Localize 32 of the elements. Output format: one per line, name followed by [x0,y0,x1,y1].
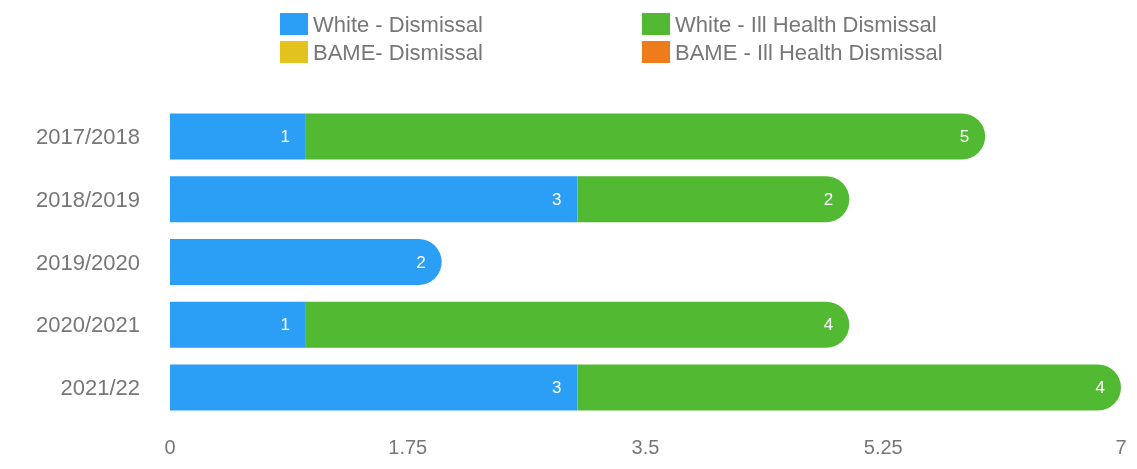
y-tick-label: 2020/2021 [36,312,140,338]
bar [170,364,578,411]
y-tick-label: 2017/2018 [36,123,140,149]
x-tick-label: 7 [1115,436,1127,458]
bar [170,239,442,285]
legend-label: BAME - Ill Health Dismissal [675,39,943,65]
data-label: 4 [1095,378,1105,398]
data-label: 1 [280,315,290,335]
y-tick-label: 2021/22 [60,375,140,401]
bar [577,176,850,223]
y-tick-label: 2018/2019 [36,186,140,212]
bar [305,301,850,348]
y-tick-label: 2019/2020 [36,249,140,275]
legend-label: White - Dismissal [313,11,483,37]
bar [170,301,306,348]
x-tick-label: 5.25 [863,436,903,458]
x-tick-label: 0 [164,436,176,458]
data-label: 5 [959,126,970,146]
x-tick-label: 1.75 [388,436,428,458]
legend-label: White - Ill Health Dismissal [675,11,937,37]
bar [170,176,578,223]
x-tick-label: 3.5 [631,436,660,458]
data-label: 1 [280,126,290,146]
legend-label: BAME- Dismissal [313,39,483,65]
data-label: 2 [823,189,834,209]
bar [577,364,1121,411]
data-label: 4 [823,315,834,335]
bar [170,113,306,160]
data-label: 2 [416,252,426,272]
bar [305,113,986,160]
data-label: 3 [552,378,562,398]
data-label: 3 [552,189,562,209]
